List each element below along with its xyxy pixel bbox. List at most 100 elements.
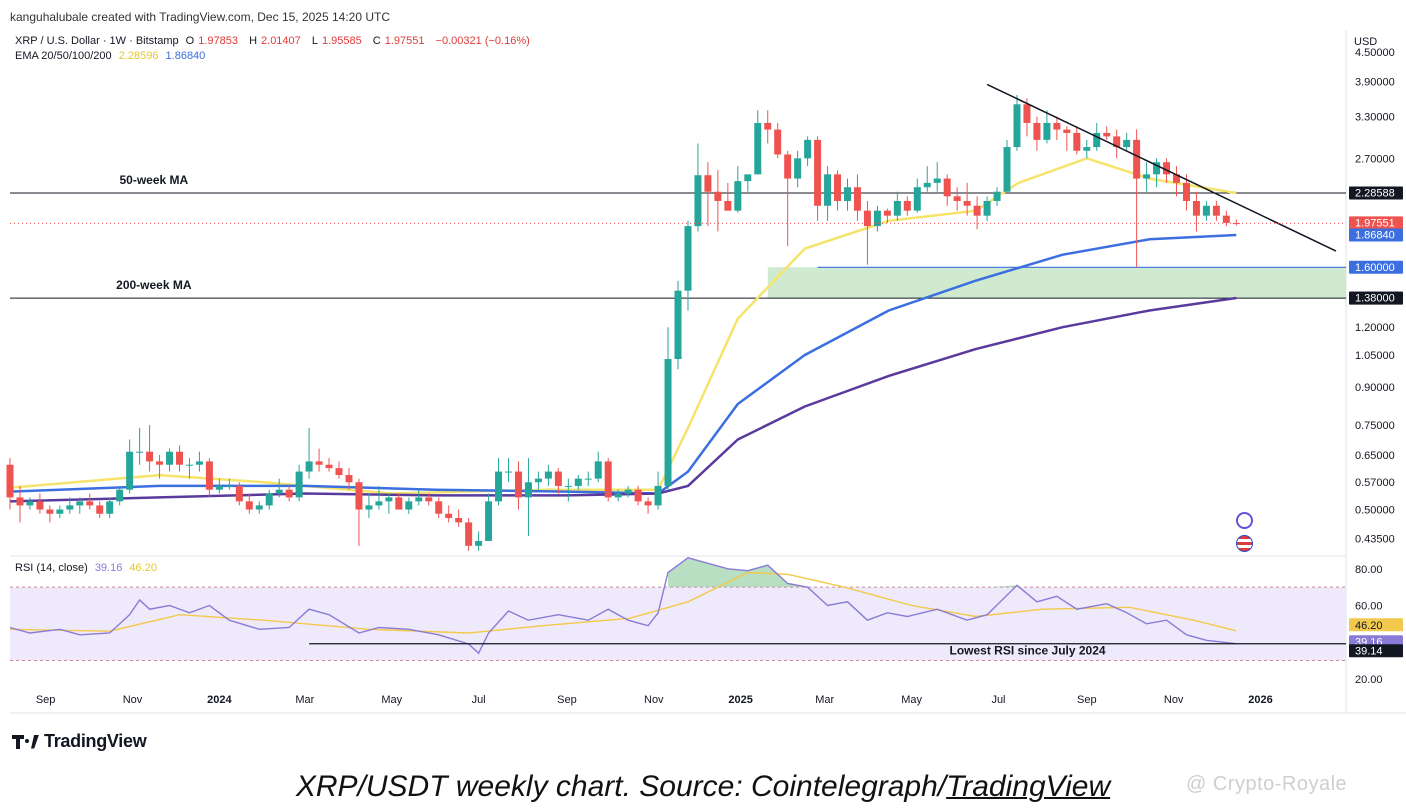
- rsi-value: 39.16: [94, 562, 123, 574]
- candle: [1192, 200, 1200, 216]
- candle: [285, 489, 293, 498]
- candle: [754, 122, 762, 175]
- chart-caption: XRP/USDT weekly chart. Source: Cointeleg…: [295, 770, 1111, 803]
- candle: [1153, 162, 1161, 175]
- candle: [674, 290, 682, 360]
- candle: [1202, 205, 1210, 216]
- time-tick-label: May: [381, 694, 402, 706]
- candle: [554, 471, 562, 486]
- candle: [834, 174, 842, 201]
- candle: [923, 182, 931, 188]
- time-tick-label: Mar: [295, 694, 314, 706]
- candle: [594, 461, 602, 479]
- price-tag-label: 1.86840: [1355, 229, 1395, 241]
- time-tick-label: Nov: [1164, 694, 1184, 706]
- chart-canvas[interactable]: 50-week MA 200-week MA 4.50000 3.90000 3.300…: [0, 0, 1406, 720]
- currency-label[interactable]: USD: [1354, 36, 1378, 48]
- candle: [564, 485, 572, 487]
- candle: [96, 505, 104, 514]
- candle: [385, 497, 393, 502]
- price-tag: [1349, 260, 1403, 274]
- rsi-legend: RSI (14, close) 39.16 46.20: [15, 562, 161, 574]
- rsi-band: [10, 587, 1346, 661]
- price-tick-label: 0.43500: [1355, 534, 1395, 546]
- candle: [534, 478, 542, 483]
- candle: [684, 226, 692, 291]
- candle: [544, 471, 552, 479]
- candle: [724, 200, 732, 211]
- ema20-value: 2.28596: [118, 50, 159, 62]
- candle: [275, 489, 283, 494]
- ema-label[interactable]: EMA 20/50/100/200: [15, 50, 112, 62]
- candle: [1222, 215, 1230, 223]
- price-tick-label: 3.90000: [1355, 77, 1395, 89]
- rsi-line: [9, 557, 1237, 655]
- ohlc-open: O 1.97853: [185, 35, 238, 47]
- rsi-tick-label: 80.00: [1355, 564, 1383, 576]
- tradingview-logo-icon: [12, 734, 39, 749]
- caption-link[interactable]: TradingView: [946, 770, 1111, 803]
- candle: [933, 178, 941, 183]
- candle: [1083, 147, 1091, 151]
- rsi-tag-label: 39.14: [1355, 646, 1383, 658]
- candle: [116, 489, 124, 502]
- candle: [814, 139, 822, 206]
- symbol-label[interactable]: XRP / U.S. Dollar · 1W · Bitstamp: [15, 35, 179, 47]
- price-tick-label: 0.57000: [1355, 477, 1395, 489]
- candle: [953, 196, 961, 201]
- candle: [335, 468, 343, 476]
- candle: [156, 461, 164, 465]
- replay-icon[interactable]: [1236, 512, 1253, 529]
- rsi-ma-line: [9, 571, 1237, 634]
- price-tag: [1349, 186, 1403, 200]
- candle: [46, 509, 54, 514]
- candle: [455, 518, 463, 523]
- candle: [734, 181, 742, 211]
- candle: [295, 471, 303, 498]
- candle: [305, 461, 313, 472]
- candle: [664, 359, 672, 486]
- candle: [66, 505, 74, 510]
- candle: [76, 501, 84, 506]
- candle: [614, 493, 622, 498]
- candle: [245, 501, 253, 510]
- candle: [764, 122, 772, 130]
- ema-legend: EMA 20/50/100/200 2.28596 1.86840: [15, 50, 213, 62]
- candle: [1173, 174, 1181, 183]
- candle: [146, 451, 154, 462]
- candle: [714, 191, 722, 201]
- candle: [843, 187, 851, 201]
- candle: [1143, 174, 1151, 179]
- candle: [495, 471, 503, 502]
- price-tick-label: 0.75000: [1355, 420, 1395, 432]
- candle: [584, 478, 592, 480]
- candle: [694, 175, 702, 227]
- price-tick-label: 0.65000: [1355, 450, 1395, 462]
- candle: [784, 154, 792, 179]
- candle: [6, 464, 14, 498]
- candle: [106, 501, 114, 514]
- candle: [215, 485, 223, 490]
- candle: [415, 497, 423, 502]
- us-flag-icon[interactable]: [1236, 535, 1253, 552]
- time-tick-label: 2026: [1248, 694, 1272, 706]
- candle: [166, 451, 174, 465]
- candle: [1023, 104, 1031, 123]
- candle: [574, 478, 582, 486]
- candle: [195, 461, 203, 465]
- price-tag-label: 1.38000: [1355, 293, 1395, 305]
- candle: [435, 501, 443, 514]
- time-tick-label: Jul: [991, 694, 1005, 706]
- trendline: [986, 83, 1337, 252]
- candle: [345, 475, 353, 483]
- rsi-label[interactable]: RSI (14, close): [15, 562, 88, 574]
- candle: [205, 461, 213, 490]
- candle: [644, 501, 652, 506]
- candle: [255, 505, 263, 510]
- time-tick-label: 2024: [207, 694, 232, 706]
- ohlc-close: C 1.97551: [372, 35, 425, 47]
- candle: [405, 501, 413, 510]
- candle: [86, 501, 94, 506]
- candle: [1163, 162, 1171, 175]
- ohlc-high: H 2.01407: [249, 35, 301, 47]
